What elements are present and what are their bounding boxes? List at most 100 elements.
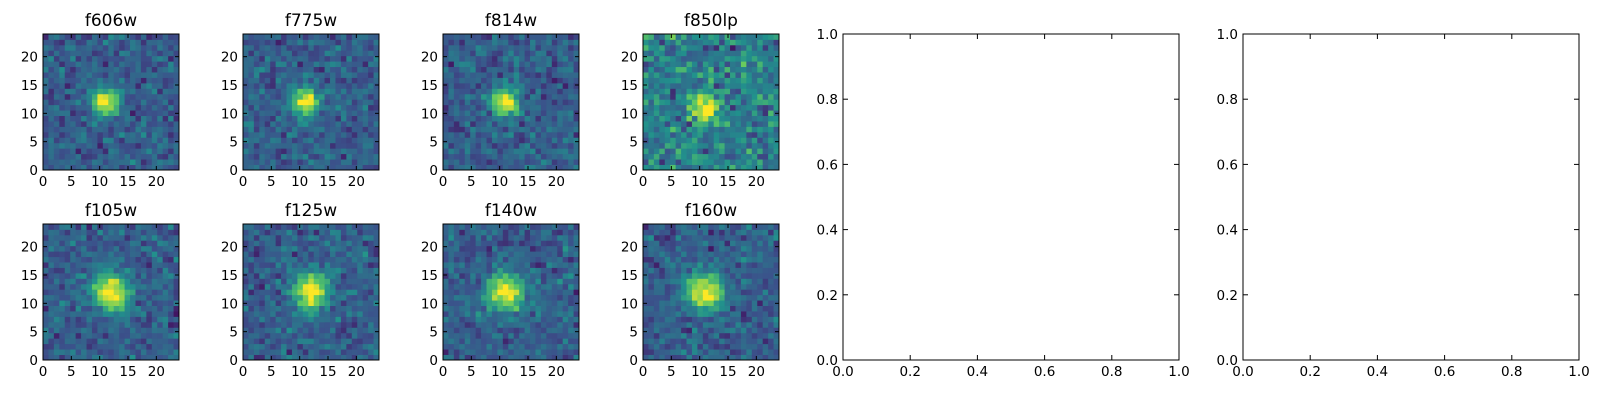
heatmap-cell bbox=[357, 245, 364, 252]
heatmap-cell bbox=[70, 131, 77, 138]
heatmap-cell bbox=[140, 110, 147, 116]
heatmap-cell bbox=[568, 283, 574, 290]
heatmap-cell bbox=[562, 234, 569, 241]
heatmap-cell bbox=[751, 93, 758, 100]
heatmap-cell bbox=[453, 44, 460, 51]
heatmap-cell bbox=[319, 137, 325, 144]
heatmap-cell bbox=[130, 256, 136, 263]
heatmap-cell bbox=[243, 283, 249, 290]
heatmap-cell bbox=[335, 159, 342, 165]
heatmap-cell bbox=[335, 300, 342, 306]
heatmap-cell bbox=[351, 349, 358, 355]
heatmap-cell bbox=[648, 354, 655, 361]
heatmap-cell bbox=[508, 44, 515, 51]
heatmap-cell bbox=[735, 126, 742, 133]
heatmap-cell bbox=[535, 121, 542, 127]
heatmap-cell bbox=[730, 321, 736, 328]
heatmap-cell bbox=[368, 148, 374, 155]
heatmap-cell bbox=[53, 50, 60, 57]
heatmap-cell bbox=[719, 115, 725, 122]
heatmap-cell bbox=[708, 283, 715, 290]
heatmap-cell bbox=[513, 311, 520, 317]
heatmap-cell bbox=[286, 234, 293, 241]
heatmap-cell bbox=[508, 354, 515, 361]
heatmap-cell bbox=[497, 115, 504, 122]
heatmap-cell bbox=[53, 278, 60, 285]
heatmap-cell bbox=[53, 272, 60, 279]
heatmap-cell bbox=[330, 115, 336, 122]
heatmap-cell bbox=[702, 115, 709, 122]
axes-frame bbox=[42, 33, 180, 171]
heatmap-cell bbox=[713, 327, 720, 334]
heatmap-cell bbox=[659, 164, 666, 171]
heatmap-cell bbox=[86, 349, 93, 355]
heatmap-cell bbox=[643, 61, 649, 68]
heatmap-cell bbox=[697, 283, 704, 290]
heatmap-cell bbox=[773, 349, 780, 355]
heatmap-cell bbox=[97, 142, 104, 149]
heatmap-cell bbox=[686, 137, 693, 144]
heatmap-cell bbox=[275, 72, 282, 78]
heatmap-cell bbox=[313, 338, 320, 345]
heatmap-cell bbox=[59, 305, 66, 312]
heatmap-cell bbox=[275, 343, 282, 350]
heatmap-cell bbox=[335, 39, 342, 46]
heatmap-cell bbox=[157, 50, 164, 57]
heatmap-cell bbox=[497, 61, 504, 68]
heatmap-cell bbox=[562, 327, 569, 334]
heatmap-cell bbox=[362, 39, 369, 46]
heatmap-cell bbox=[119, 343, 125, 350]
heatmap-cell bbox=[675, 77, 682, 84]
heatmap-cell bbox=[253, 110, 260, 116]
heatmap-cell bbox=[697, 148, 704, 155]
heatmap-cell bbox=[91, 39, 98, 46]
heatmap-cell bbox=[146, 224, 153, 230]
heatmap-cell bbox=[259, 283, 266, 290]
heatmap-cell bbox=[291, 300, 298, 306]
heatmap-cell bbox=[146, 93, 153, 100]
heatmap-cell bbox=[373, 354, 380, 361]
heatmap-cell bbox=[102, 262, 109, 268]
heatmap-cell bbox=[130, 354, 136, 361]
heatmap-cell bbox=[357, 121, 364, 127]
heatmap-cell bbox=[362, 305, 369, 312]
heatmap-cell bbox=[81, 321, 87, 328]
heatmap-cell bbox=[130, 34, 136, 40]
heatmap-cell bbox=[757, 137, 764, 144]
heatmap-cell bbox=[697, 34, 704, 40]
heatmap-cell bbox=[286, 300, 293, 306]
heatmap-cell bbox=[562, 93, 569, 100]
heatmap-cell bbox=[773, 278, 780, 285]
heatmap-cell bbox=[664, 99, 671, 106]
heatmap-cell bbox=[448, 262, 455, 268]
heatmap-cell bbox=[253, 34, 260, 40]
heatmap-cell bbox=[291, 44, 298, 51]
heatmap-cell bbox=[281, 77, 287, 84]
heatmap-cell bbox=[762, 289, 769, 296]
x-tick-label: 15 bbox=[319, 174, 336, 190]
heatmap-cell bbox=[81, 262, 87, 268]
heatmap-cell bbox=[297, 110, 304, 116]
heatmap-cell bbox=[270, 349, 277, 355]
heatmap-cell bbox=[313, 332, 320, 339]
heatmap-cell bbox=[524, 234, 531, 241]
heatmap-cell bbox=[557, 245, 564, 252]
heatmap-cell bbox=[491, 224, 498, 230]
heatmap-cell bbox=[546, 66, 553, 73]
heatmap-cell bbox=[546, 305, 553, 312]
heatmap-cell bbox=[373, 164, 380, 171]
heatmap-cell bbox=[708, 126, 715, 133]
heatmap-cell bbox=[302, 272, 309, 279]
heatmap-cell bbox=[557, 115, 564, 122]
heatmap-cell bbox=[130, 316, 136, 323]
heatmap-cell bbox=[653, 272, 660, 279]
heatmap-cell bbox=[124, 256, 131, 263]
heatmap-cell bbox=[173, 61, 180, 68]
heatmap-cell bbox=[281, 289, 287, 296]
heatmap-cell bbox=[702, 283, 709, 290]
heatmap-cell bbox=[573, 283, 580, 290]
heatmap-cell bbox=[535, 50, 542, 57]
heatmap-cell bbox=[308, 77, 315, 84]
heatmap-cell bbox=[340, 44, 347, 51]
heatmap-cell bbox=[373, 234, 380, 241]
